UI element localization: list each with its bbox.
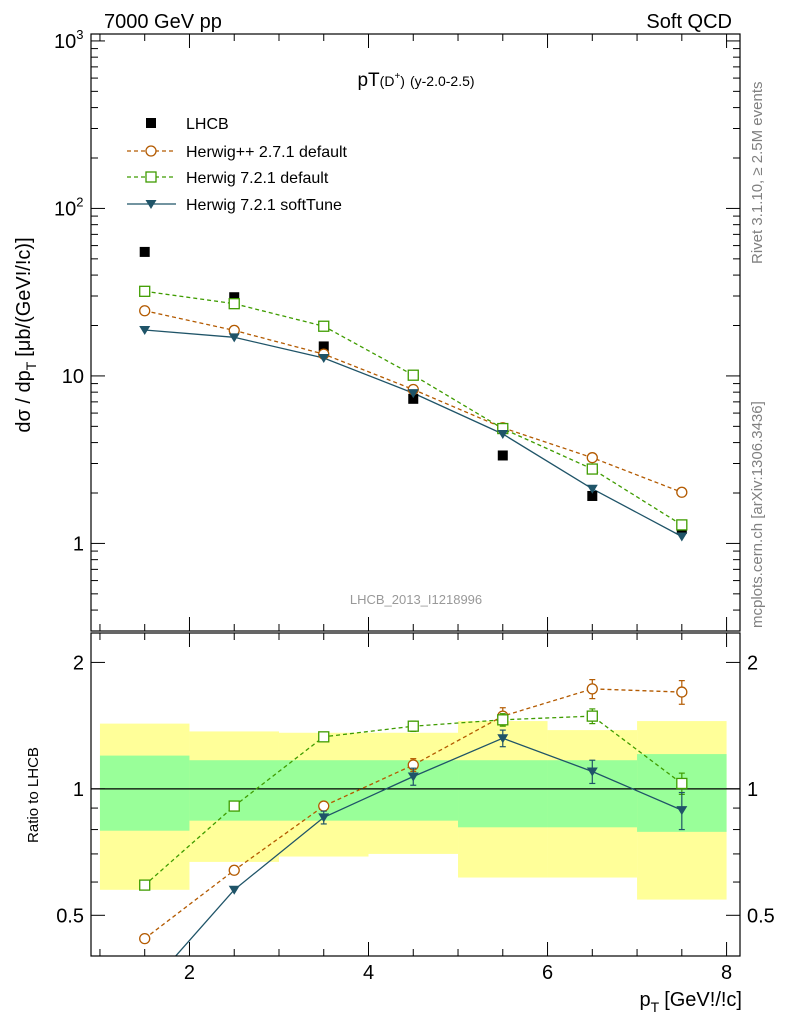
main-point-s2-5: [586, 463, 598, 475]
main-point-s3-4: [497, 430, 509, 440]
ratio-y-tick-label-right: 2: [747, 652, 758, 674]
main-point-s2-1: [228, 298, 240, 310]
ratio-point-s2-2: [318, 731, 330, 743]
main-point-s3-2: [318, 353, 330, 363]
ratio-point-s3-2: [318, 813, 330, 823]
legend-marker-2: [145, 171, 157, 183]
ratio-point-s1-2: [318, 800, 330, 812]
main-plot-frame: [90, 33, 741, 632]
legend: LHCB Herwig++ 2.7.1 default Herwig 7.2.1 d…: [127, 116, 348, 214]
main-y-tick-base: 1: [73, 533, 84, 555]
main-y-tick-exponent: 3: [76, 27, 83, 42]
ratio-plot-frame: [90, 632, 741, 957]
x-tick-label: 6: [542, 962, 553, 984]
ratio-point-s3-5: [586, 767, 598, 777]
main-y-tick-exponent: 2: [76, 194, 83, 209]
ratio-point-s3-6: [676, 806, 688, 816]
header-right: Soft QCD: [646, 11, 732, 33]
main-series-line-3: [144, 329, 683, 538]
ratio-point-s1-1: [228, 864, 240, 876]
ratio-point-s1-5: [586, 683, 598, 695]
ratio-point-s3-3: [407, 772, 419, 782]
ratio-point-s1-0: [139, 932, 151, 945]
ratio-point-s3-1: [228, 885, 240, 895]
main-y-tick-base: 10: [62, 366, 84, 388]
side-label-bottom: mcplots.cern.ch [arXiv:1306.3436]: [749, 401, 766, 628]
x-tick-label: 8: [721, 962, 732, 984]
ratio-point-s2-5: [586, 710, 598, 722]
main-series-line-2: [144, 290, 683, 526]
ratio-point-s3-0: [139, 987, 150, 996]
ratio-y-tick-label-left: 0.5: [56, 905, 84, 927]
ratio-point-s2-3: [407, 720, 419, 732]
legend-label-1: Herwig++ 2.7.1 default: [186, 144, 348, 161]
ratio-point-s3-4: [497, 734, 509, 744]
ratio-y-axis-label: Ratio to LHCB: [25, 747, 42, 843]
main-point-s0-4: [497, 450, 508, 461]
ratio-point-s2-6: [676, 777, 688, 790]
main-plot-title: pT(D+) (y-2.0-2.5): [357, 70, 474, 91]
main-y-axis-label: dσ / dpT[μb/(GeV!/!c)]: [13, 237, 39, 432]
x-axis-label: pT [GeV!/!c]: [640, 989, 743, 1015]
ratio-y-tick-label-left: 2: [73, 652, 84, 674]
legend-label-3: Herwig 7.2.1 softTune: [186, 197, 342, 214]
x-tick-label: 4: [363, 962, 374, 984]
main-point-s2-3: [407, 369, 419, 381]
main-point-s0-0: [139, 246, 150, 257]
main-point-s3-6: [676, 532, 688, 542]
main-point-s0-2: [318, 341, 329, 352]
main-y-tick-label: 10: [62, 366, 84, 388]
legend-marker-0: [146, 118, 156, 128]
main-point-s2-2: [318, 320, 330, 332]
main-point-s2-0: [139, 285, 151, 297]
ratio-point-s1-6: [676, 686, 688, 698]
legend-label-0: LHCB: [186, 116, 229, 133]
main-point-s3-5: [586, 484, 598, 494]
legend-marker-1: [145, 145, 157, 157]
uncertainty-band-inner: [458, 760, 548, 828]
main-point-s2-6: [676, 519, 688, 531]
main-point-s1-5: [586, 452, 598, 464]
ratio-point-s2-1: [228, 800, 240, 812]
ratio-y-tick-label-right: 1: [747, 779, 758, 801]
main-y-tick-base: 10: [54, 198, 76, 220]
main-y-tick-label: 103: [54, 27, 83, 53]
main-point-s3-1: [228, 333, 240, 343]
legend-marker-3: [145, 200, 157, 209]
main-point-s0-5: [587, 490, 598, 501]
main-y-tick-label: 102: [54, 194, 83, 220]
x-tick-label: 2: [184, 962, 195, 984]
main-point-s1-0: [139, 305, 151, 317]
ratio-plot: 2 4 6 8 2 2 1 1 0.5 0.5 Ratio to LHCB: [25, 632, 775, 996]
main-point-s0-3: [408, 393, 419, 404]
main-point-s1-6: [676, 486, 688, 498]
ratio-y-tick-label-left: 1: [73, 779, 84, 801]
main-point-s0-1: [229, 292, 240, 303]
ratio-point-s2-4: [497, 714, 509, 726]
ratio-point-s2-0: [139, 879, 151, 891]
main-point-s3-3: [407, 389, 419, 399]
main-y-tick-label: 1: [73, 533, 84, 555]
main-y-tick-base: 10: [54, 31, 76, 53]
main-point-s3-0: [139, 326, 151, 336]
analysis-watermark: LHCB_2013_I1218996: [350, 592, 482, 607]
header-left: 7000 GeV pp: [104, 11, 222, 33]
ratio-y-tick-label-right: 0.5: [747, 905, 775, 927]
side-label-top: Rivet 3.1.10, ≥ 2.5M events: [749, 82, 766, 265]
legend-label-2: Herwig 7.2.1 default: [186, 170, 329, 187]
uncertainty-band-inner: [99, 755, 190, 831]
